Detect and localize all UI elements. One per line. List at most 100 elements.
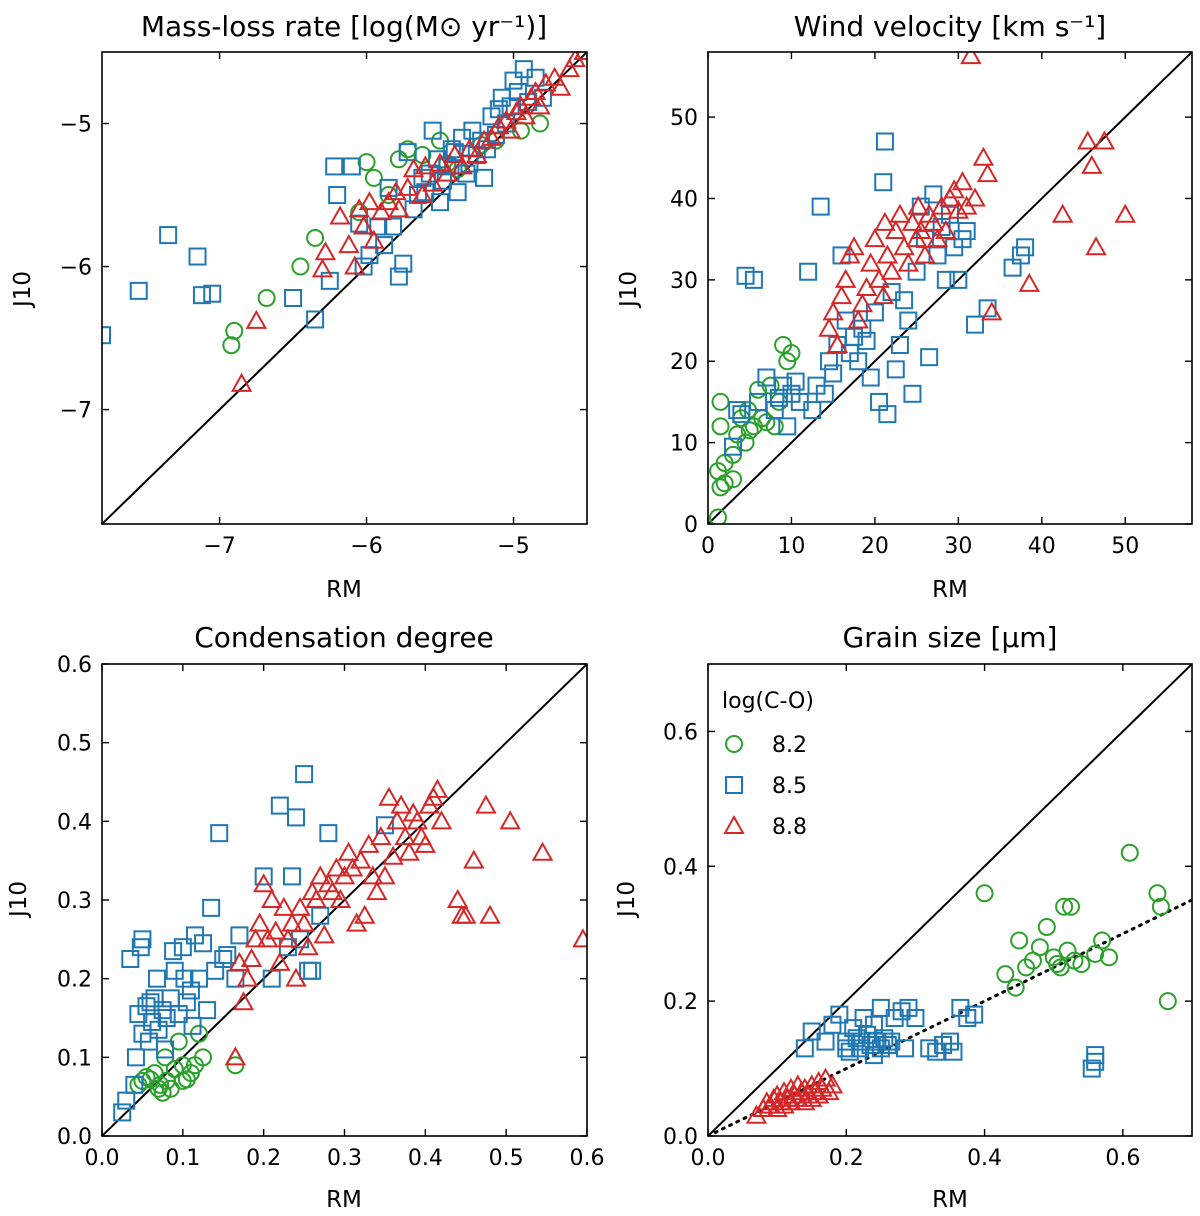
y-tick-label: −7 (60, 399, 92, 424)
data-point-triangle (436, 162, 459, 182)
data-point-circle (736, 433, 755, 452)
data-point-circle (291, 257, 310, 276)
data-point-square (802, 1022, 821, 1041)
data-point-square (924, 185, 943, 204)
data-point-square (423, 121, 442, 140)
y-tick-label: 30 (670, 269, 698, 294)
axes-frame (101, 51, 588, 525)
legend-marker-circle (725, 735, 743, 753)
plot-area (708, 664, 1192, 1136)
data-point-circle (1006, 978, 1025, 997)
y-tick-label: 0.0 (57, 1125, 92, 1150)
data-point-triangle (880, 260, 903, 280)
panel-title-wind-velocity: Wind velocity [km s⁻¹] (794, 10, 1106, 43)
data-point-triangle (248, 912, 271, 932)
x-axis-label-mass-loss: RM (326, 577, 362, 603)
data-point-triangle (885, 219, 907, 240)
data-point-square (903, 384, 922, 403)
data-point-triangle (245, 309, 268, 329)
data-point-square (325, 157, 344, 176)
one-to-one-line (708, 664, 1192, 1136)
panel-condensation-degree: Condensation degree RM J10 0.0 0.1 0.2 0.3 0… (6, 621, 605, 1213)
data-point-square (125, 1075, 144, 1094)
data-point-square (303, 961, 322, 980)
data-point-square (230, 926, 249, 945)
data-point-triangle (269, 951, 291, 971)
data-point-triangle (230, 372, 253, 392)
panel-mass-loss-rate: Mass-loss rate [log(M⊙ yr⁻¹)] RM J10 −7 −… (10, 10, 588, 603)
legend-entry-8-2: 8.2 (725, 733, 807, 758)
data-point-triangle (535, 72, 557, 92)
data-point-triangle (232, 991, 255, 1011)
legend-marker-triangle (723, 814, 745, 834)
data-point-triangle (240, 947, 263, 967)
x-tick-label: 40 (1028, 534, 1056, 559)
data-point-triangle (1114, 203, 1136, 223)
data-point-square (965, 1005, 984, 1024)
data-point-triangle (426, 778, 449, 798)
x-tick-label: 0.1 (165, 1146, 200, 1171)
axes-frame (707, 51, 1193, 525)
panel-title-condensation-degree: Condensation degree (194, 621, 494, 654)
data-point-square (194, 934, 213, 953)
y-tick-label: 0.4 (663, 855, 698, 880)
data-point-triangle (337, 841, 360, 861)
data-point-triangle (411, 183, 434, 204)
legend-title: log(C-O) (722, 689, 814, 714)
data-point-circle (194, 1048, 213, 1067)
data-point-square (214, 950, 233, 968)
data-point-square (928, 246, 947, 265)
data-point-square (871, 998, 890, 1017)
data-point-square (820, 352, 838, 371)
y-axis-label-condensation: J10 (6, 881, 32, 919)
data-point-circle (1100, 948, 1119, 967)
data-point-square (113, 1103, 132, 1122)
data-point-square (398, 143, 417, 162)
data-point-triangle (876, 244, 899, 264)
data-point-triangle (783, 1084, 806, 1104)
data-point-square (861, 368, 880, 387)
data-point-circle (1120, 843, 1139, 862)
data-point-triangle (277, 928, 299, 948)
data-point-square (890, 335, 909, 354)
data-point-triangle (1018, 272, 1040, 292)
data-point-triangle (981, 301, 1003, 321)
data-point-square (868, 1032, 887, 1051)
data-point-circle (357, 153, 376, 172)
data-point-square (147, 969, 166, 988)
y-tick-label: 20 (670, 350, 698, 375)
data-point-circle (1148, 884, 1167, 903)
data-point-square (732, 405, 751, 424)
data-point-triangle (479, 904, 501, 924)
data-point-triangle (976, 163, 999, 183)
data-point-circle (222, 336, 241, 355)
data-point-triangle (402, 158, 425, 178)
data-point-square (858, 1025, 877, 1044)
y-tick-label: 0.0 (663, 1125, 698, 1150)
data-point-triangle (366, 881, 388, 901)
x-tick-label: 0.4 (967, 1146, 1002, 1171)
data-point-square (442, 140, 461, 159)
data-point-triangle (922, 211, 945, 231)
data-point-triangle (851, 293, 874, 313)
x-axis-label-wind-velocity: RM (932, 577, 968, 603)
data-point-triangle (353, 904, 376, 924)
data-point-square (183, 1016, 202, 1035)
data-point-square (384, 217, 402, 236)
data-point-triangle (349, 849, 372, 869)
data-point-square (840, 1042, 859, 1061)
y-tick-label: 0.2 (57, 968, 92, 993)
data-point-triangle (358, 191, 381, 211)
data-point-square (508, 83, 527, 102)
data-point-triangle (804, 1081, 826, 1101)
data-point-circle (1055, 897, 1074, 916)
axes-frame (707, 663, 1193, 1137)
data-point-square (944, 1042, 963, 1061)
legend-label-8-5: 8.5 (772, 774, 807, 799)
data-point-circle (1093, 931, 1112, 950)
data-point-square (927, 1042, 946, 1061)
data-point-square (878, 405, 897, 424)
panel-grain-size: Grain size [μm] RM J10 0.0 0.2 0.4 0.6 0.0 0.… (614, 621, 1193, 1213)
data-point-square (978, 299, 997, 318)
